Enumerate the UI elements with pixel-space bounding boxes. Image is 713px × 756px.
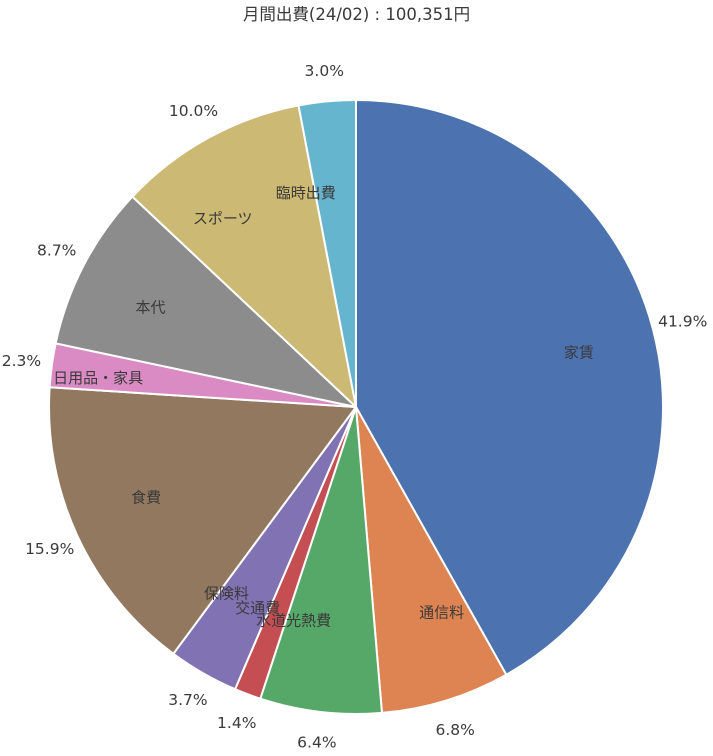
pie-slices: [48, 99, 664, 715]
category-label-5: 食費: [131, 489, 161, 507]
category-label-2: 水道光熱費: [256, 611, 331, 629]
pie-slice-7: [54, 195, 357, 408]
category-label-0: 家賃: [564, 344, 594, 362]
percent-label-5: 15.9%: [25, 540, 74, 558]
pie-slice-2: [259, 406, 383, 715]
pie-slice-8: [131, 104, 357, 408]
percent-label-1: 6.8%: [436, 721, 475, 739]
percent-label-6: 2.3%: [2, 352, 41, 370]
percent-label-3: 1.4%: [217, 714, 256, 732]
category-label-8: スポーツ: [193, 210, 253, 228]
category-label-9: 臨時出費: [276, 184, 336, 202]
percent-label-7: 8.7%: [37, 242, 76, 260]
category-label-1: 通信料: [419, 603, 464, 621]
pie-slice-1: [355, 406, 508, 714]
pie-slice-0: [355, 99, 664, 676]
pie-slice-5: [48, 386, 357, 655]
percent-label-4: 3.7%: [168, 691, 207, 709]
chart-title: 月間出費(24/02) : 100,351円: [243, 5, 470, 24]
category-label-3: 交通費: [235, 599, 280, 617]
category-label-7: 本代: [136, 298, 166, 316]
percent-label-2: 6.4%: [297, 733, 336, 751]
pie-slice-9: [297, 99, 357, 408]
percent-label-0: 41.9%: [658, 313, 707, 331]
percent-labels: 41.9% 6.8% 6.4% 1.4% 3.7% 15.9% 2.3% 8.7% 10.0% 3…: [2, 62, 708, 752]
category-label-4: 保険料: [204, 584, 249, 602]
percent-label-9: 3.0%: [305, 62, 344, 80]
percent-label-8: 10.0%: [169, 102, 218, 120]
category-label-6: 日用品・家具: [53, 369, 143, 387]
